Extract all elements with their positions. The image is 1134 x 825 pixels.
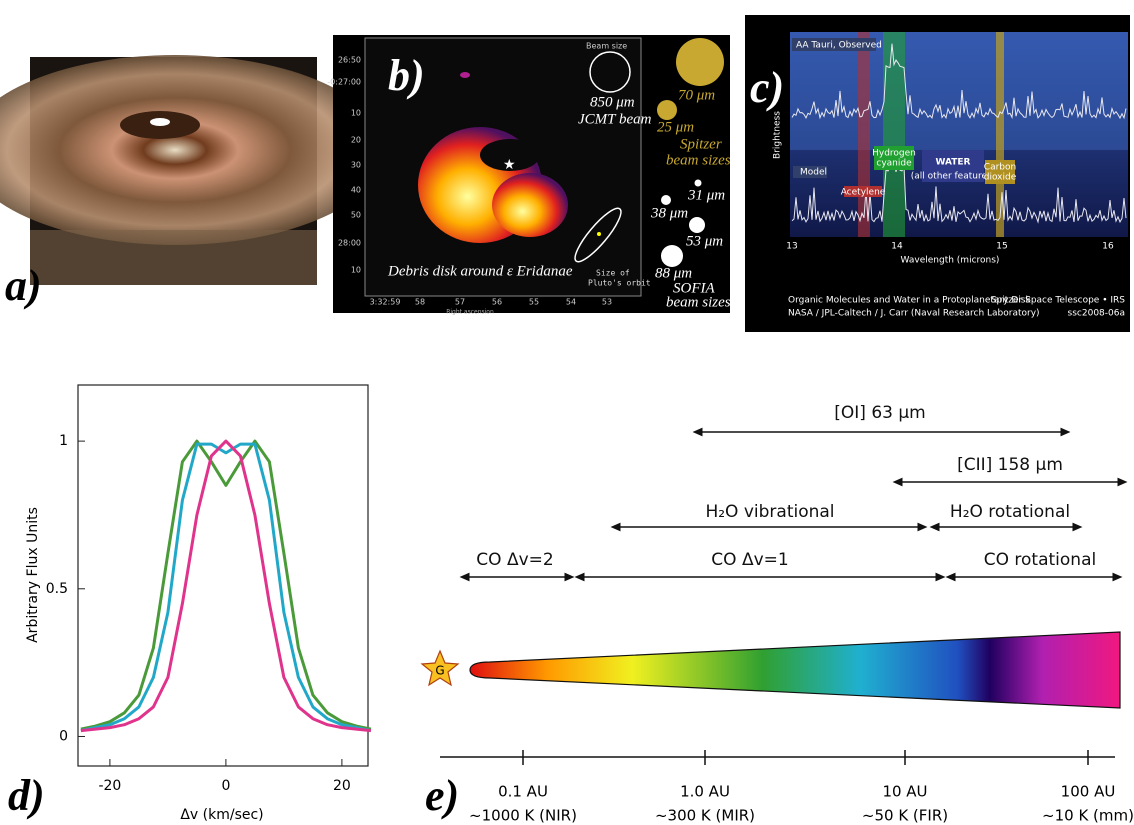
annotation: Pluto's orbit: [588, 279, 651, 288]
temperature-label: ~1000 K (NIR): [469, 807, 577, 825]
y-tick-label: 0: [59, 728, 68, 744]
caption: Organic Molecules and Water in a Protopl…: [788, 296, 1031, 306]
star-label: G: [435, 664, 444, 678]
panel-e: e) G [OI] 63 μm [CII] 158 μm H₂O vibrati…: [420, 403, 1134, 825]
tick-label: 28:00: [338, 239, 361, 248]
range-label: H₂O vibrational: [705, 502, 834, 522]
tick-label: 3:32:59: [370, 298, 401, 307]
annotation: (all other features): [911, 172, 995, 182]
credit: NASA / JPL-Caltech / J. Carr (Naval Rese…: [788, 309, 1040, 319]
axis-label: Brightness: [773, 111, 783, 159]
tick-label: 14: [891, 242, 903, 252]
axis-label: Right ascension: [446, 309, 494, 316]
annotation: Beam size: [586, 42, 627, 51]
tick-label: 55: [529, 298, 539, 307]
panel-label: a): [5, 261, 42, 310]
y-tick-label: 0.5: [46, 581, 68, 597]
tick-label: 16: [1102, 242, 1114, 252]
tick-label: 40: [351, 186, 361, 195]
tick-label: 20: [351, 136, 361, 145]
range-label: CO rotational: [984, 550, 1096, 570]
spectrum: [791, 158, 1127, 224]
distance-label: 10 AU: [882, 783, 927, 801]
annotation: Spitzer: [680, 136, 722, 152]
range-label: CO Δv=1: [711, 550, 788, 570]
tick-label: 56: [492, 298, 502, 307]
annotation: 850 μm: [590, 94, 635, 110]
annotation: Hydrogen: [872, 149, 916, 159]
range-label: H₂O rotational: [950, 502, 1070, 522]
range-label: CO Δv=2: [476, 550, 553, 570]
annotation: Size of: [596, 269, 630, 278]
annotation: 38 μm: [650, 205, 688, 221]
annotation: 53 μm: [686, 233, 723, 249]
panel-c: c) AA Tauri, Observed Model Brightness H…: [745, 15, 1130, 332]
tick-label: 13: [786, 242, 797, 252]
tick-label: 53: [602, 298, 612, 307]
annotation: 70 μm: [678, 87, 715, 103]
panel-label: c): [750, 63, 784, 112]
caption: Spitzer Space Telescope • IRS: [991, 296, 1125, 306]
annotation: SOFIA: [673, 280, 715, 296]
tick-label: -0:27:00: [327, 78, 361, 87]
annotation: 31 μm: [687, 187, 725, 203]
panel-label: b): [388, 51, 425, 100]
range-label: [OI] 63 μm: [834, 403, 925, 423]
distance-label: 1.0 AU: [680, 783, 730, 801]
annotation: 88 μm: [655, 265, 692, 281]
tick-label: 54: [566, 298, 576, 307]
temperature-label: ~10 K (mm): [1042, 807, 1134, 825]
credit: ssc2008-06a: [1068, 309, 1125, 319]
tick-label: 30: [351, 161, 361, 170]
annotation: AA Tauri, Observed: [796, 41, 882, 51]
panel-a: a): [0, 55, 385, 310]
tick-label: 10: [351, 109, 361, 118]
tick-label: 57: [455, 298, 465, 307]
panel-d: d) Arbitrary Flux Units Δv (km/sec) 0 0.5…: [8, 384, 372, 823]
annotation: Carbon: [984, 163, 1016, 173]
x-tick-label: 20: [333, 778, 351, 794]
annotation: Acetylene: [841, 188, 886, 198]
annotation: WATER: [935, 158, 970, 168]
y-axis-label: Arbitrary Flux Units: [25, 507, 41, 643]
distance-label: 0.1 AU: [498, 783, 548, 801]
line: [80, 439, 372, 733]
annotation: 25 μm: [657, 119, 694, 135]
tick-label: 58: [415, 298, 425, 307]
panel-b: ★ b) Beam size 850 μm JCMT beam 70 μm 25…: [327, 35, 731, 316]
annotation: JCMT beam: [578, 111, 652, 127]
tick-label: 50: [351, 211, 361, 220]
panel-label: d): [8, 771, 45, 820]
annotation: Debris disk around ε Eridanae: [387, 263, 573, 279]
range-label: [CII] 158 μm: [957, 455, 1063, 475]
line: [80, 439, 372, 731]
annotation: dioxide: [984, 173, 1017, 183]
x-axis-label: Δv (km/sec): [180, 807, 263, 823]
tick-label: 26:50: [338, 56, 361, 65]
y-tick-label: 1: [59, 433, 68, 449]
distance-label: 100 AU: [1061, 783, 1116, 801]
annotation: beam sizes: [666, 152, 731, 168]
annotation: cyanide: [876, 159, 912, 169]
line: [80, 442, 372, 733]
x-tick-label: -20: [98, 778, 121, 794]
annotation: Model: [800, 168, 827, 178]
tick-label: 10: [351, 266, 361, 275]
spectrum: [791, 43, 1127, 120]
annotation: beam sizes: [666, 294, 731, 310]
star: ★: [503, 157, 516, 173]
x-tick-label: 0: [221, 778, 230, 794]
temperature-label: ~300 K (MIR): [655, 807, 755, 825]
tick-label: 15: [996, 242, 1007, 252]
temperature-label: ~50 K (FIR): [862, 807, 948, 825]
axis-label: Wavelength (microns): [901, 256, 1000, 266]
panel-label: e): [425, 771, 459, 820]
